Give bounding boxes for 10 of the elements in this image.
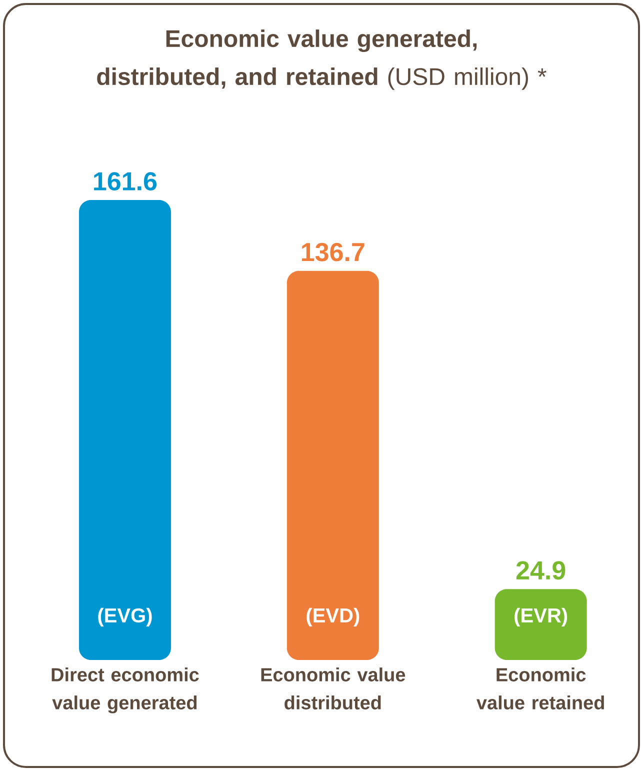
data-label: 136.7	[302, 242, 364, 262]
annotation: (EVG)	[98, 608, 152, 626]
data-label: 161.6	[94, 172, 157, 190]
annotation: (EVR)	[514, 608, 568, 626]
annotation: (EVD)	[306, 608, 360, 626]
chart-title: Economic value generated, distributed, and retained (USD million) *	[97, 30, 546, 90]
x-tick-label: Economic value distributed	[261, 668, 406, 710]
x-tick-label: Direct economic value generated	[52, 668, 199, 714]
data-label: 24.9	[516, 561, 566, 580]
x-tick-label: Economic value retained	[476, 668, 604, 710]
